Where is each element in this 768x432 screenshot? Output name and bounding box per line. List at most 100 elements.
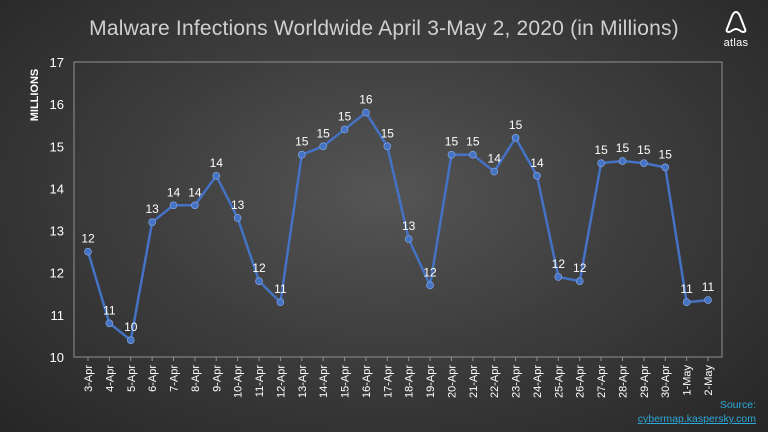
data-point — [447, 150, 456, 159]
y-tick-label: 16 — [50, 97, 64, 112]
y-tick-label: 17 — [50, 55, 64, 70]
data-point — [212, 171, 221, 180]
data-label: 15 — [295, 135, 309, 149]
data-label: 12 — [573, 261, 587, 275]
data-label: 13 — [402, 219, 416, 233]
x-tick-label: 15-Apr — [340, 365, 352, 398]
data-label: 15 — [445, 135, 459, 149]
x-tick-label: 16-Apr — [361, 365, 373, 398]
data-point — [597, 159, 605, 167]
x-tick-label: 19-Apr — [425, 365, 437, 398]
data-point — [340, 125, 349, 134]
x-tick-label: 10-Apr — [233, 365, 245, 398]
y-tick-label: 12 — [50, 266, 64, 281]
x-tick-label: 28-Apr — [617, 365, 629, 398]
y-axis-label: MILLIONS — [29, 69, 41, 122]
atlas-a-logo-icon — [725, 11, 747, 33]
x-tick-label: 1-May — [682, 365, 694, 396]
data-point — [511, 134, 520, 142]
data-point — [426, 281, 434, 290]
data-point — [640, 159, 648, 167]
data-label: 15 — [616, 141, 630, 155]
data-point — [84, 247, 92, 256]
chart-title: Malware Infections Worldwide April 3-May… — [89, 17, 679, 40]
x-tick-label: 6-Apr — [147, 365, 159, 392]
y-axis: 10 11 12 13 14 15 16 17 — [50, 55, 64, 365]
x-tick-label: 21-Apr — [468, 365, 480, 398]
source-link[interactable]: cybermap.kaspersky.com — [637, 413, 756, 425]
data-point — [404, 235, 413, 243]
x-tick-label: 20-Apr — [446, 365, 458, 398]
data-label: 12 — [423, 265, 437, 279]
x-tick-label: 11-Apr — [254, 365, 266, 398]
data-point — [148, 218, 156, 226]
x-tick-label: 25-Apr — [553, 365, 565, 398]
data-point — [533, 171, 541, 180]
data-point — [661, 163, 670, 172]
x-tick-label: 4-Apr — [104, 365, 116, 392]
x-tick-label: 23-Apr — [511, 365, 523, 398]
data-points — [84, 108, 712, 344]
source-note: Source: cybermap.kaspersky.com — [638, 398, 756, 426]
data-label: 14 — [167, 185, 181, 199]
data-label: 15 — [338, 109, 352, 123]
x-tick-label: 18-Apr — [404, 365, 416, 398]
data-point — [255, 277, 263, 285]
data-point — [297, 150, 306, 159]
atlas-logo: atlas — [716, 10, 756, 49]
x-tick-label: 5-Apr — [126, 365, 138, 392]
y-tick-label: 13 — [50, 224, 64, 239]
x-tick-label: 13-Apr — [297, 365, 309, 398]
x-tick-label: 17-Apr — [382, 365, 394, 398]
x-tick-label: 22-Apr — [489, 365, 501, 398]
x-tick-label: 7-Apr — [169, 365, 181, 392]
data-label: 15 — [637, 143, 651, 157]
data-point — [618, 157, 627, 165]
data-label: 11 — [680, 282, 693, 296]
x-tick-label: 26-Apr — [575, 365, 587, 398]
data-point — [105, 319, 114, 328]
x-tick-label: 2-May — [703, 365, 715, 396]
x-tick-label: 30-Apr — [660, 365, 672, 398]
source-label: Source: — [719, 399, 756, 411]
x-tick-label: 12-Apr — [275, 365, 287, 398]
data-label: 13 — [231, 198, 245, 212]
data-label: 13 — [145, 202, 159, 216]
data-point — [704, 296, 712, 304]
logo-text: atlas — [723, 37, 749, 49]
x-tick-label: 29-Apr — [639, 365, 651, 398]
data-label: 14 — [488, 152, 502, 166]
data-point — [276, 298, 285, 307]
data-label: 16 — [359, 93, 373, 107]
data-point — [682, 298, 691, 307]
data-label: 14 — [188, 185, 202, 199]
data-label: 15 — [381, 126, 395, 140]
data-label: 12 — [81, 232, 95, 246]
data-point — [575, 277, 584, 285]
x-tick-label: 14-Apr — [318, 365, 330, 398]
data-point — [490, 167, 499, 176]
data-labels: 12 11 10 13 14 14 14 13 12 11 15 15 15 16 15 13 12 15 15 14… — [81, 93, 714, 335]
data-point — [469, 150, 477, 159]
plot-area-frame — [73, 61, 723, 358]
y-tick-label: 15 — [50, 139, 64, 154]
y-tick-label: 11 — [51, 308, 65, 323]
data-label: 14 — [210, 156, 224, 170]
data-label: 11 — [702, 280, 715, 294]
y-tick-label: 10 — [50, 350, 64, 365]
data-label: 15 — [316, 126, 330, 140]
x-tick-label: 9-Apr — [211, 365, 223, 392]
x-axis: 3-Apr 4-Apr 5-Apr 6-Apr 7-Apr 8-Apr 9-Apr 10-Ap… — [83, 357, 715, 398]
data-point — [233, 214, 242, 222]
data-point — [383, 142, 392, 151]
x-tick-label: 8-Apr — [190, 365, 202, 392]
data-label: 11 — [103, 303, 116, 317]
data-label: 15 — [659, 147, 673, 161]
data-label: 15 — [594, 143, 608, 157]
data-point — [191, 201, 199, 210]
data-point — [319, 142, 327, 151]
data-point — [169, 201, 178, 210]
x-tick-label: 24-Apr — [532, 365, 544, 398]
data-point — [362, 108, 370, 117]
